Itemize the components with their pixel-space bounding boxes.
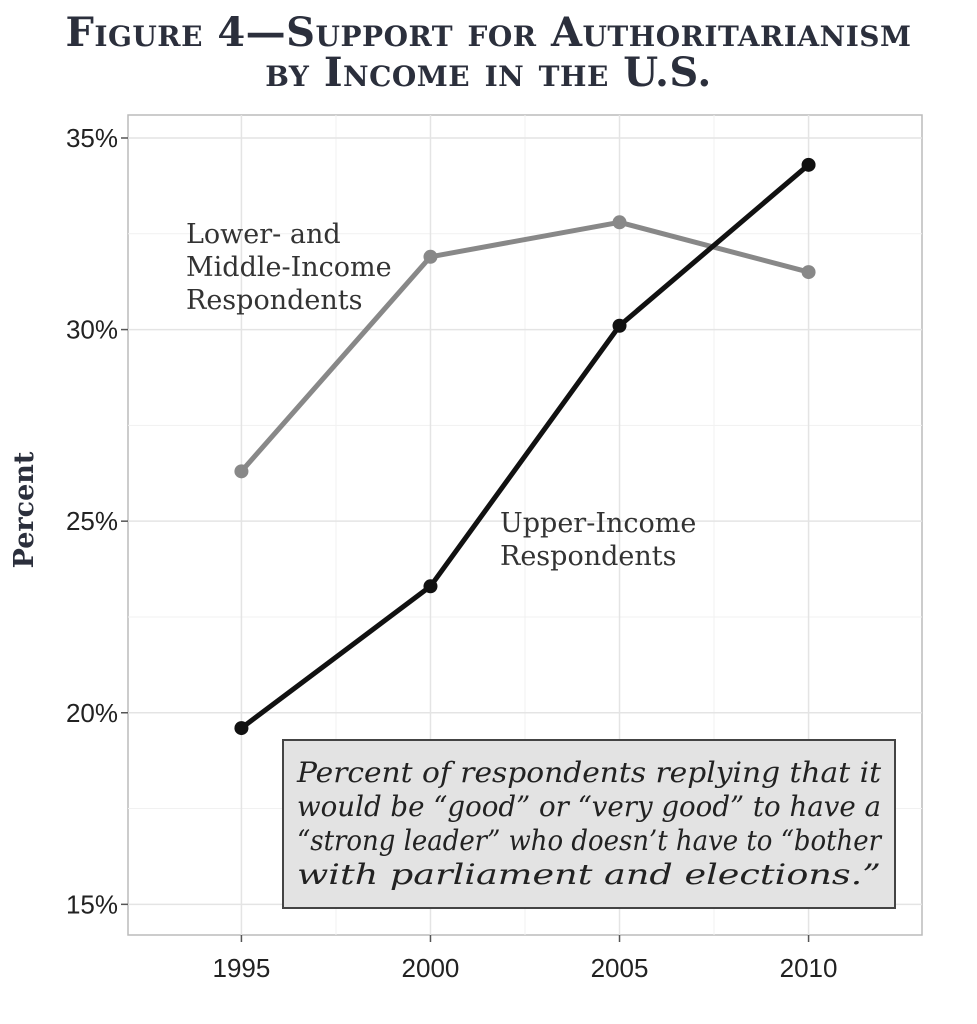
chart-title-line-2: by Income in the U.S. — [265, 49, 712, 96]
annotation-text-line: would be “good” or “very good” to have a — [297, 790, 881, 823]
y-tick-label: 15% — [66, 889, 118, 919]
data-point — [612, 215, 627, 230]
series-label-lower-middle-income: Lower- and — [186, 219, 341, 250]
x-tick-label: 2010 — [780, 953, 838, 983]
data-point — [801, 157, 816, 172]
data-point — [234, 464, 249, 479]
y-tick-label: 25% — [66, 506, 118, 536]
x-tick-label: 2000 — [402, 953, 460, 983]
data-point — [234, 721, 249, 736]
data-point — [423, 249, 438, 264]
data-point — [801, 265, 816, 280]
y-axis-label: Percent — [9, 451, 40, 568]
series-label-lower-middle-income: Respondents — [186, 285, 362, 316]
series-label-lower-middle-income: Middle-Income — [186, 252, 392, 283]
y-tick-label: 30% — [66, 315, 118, 345]
x-tick-label: 2005 — [591, 953, 649, 983]
x-tick-label: 1995 — [213, 953, 271, 983]
data-point — [612, 318, 627, 333]
series-label-upper-income: Respondents — [500, 541, 676, 572]
data-point — [423, 579, 438, 594]
annotation-text-line: with parliament and elections.” — [297, 858, 881, 891]
y-tick-label: 35% — [66, 123, 118, 153]
series-line-upper-income — [239, 162, 811, 731]
series-label-upper-income: Upper-Income — [500, 508, 696, 539]
y-tick-label: 20% — [66, 698, 118, 728]
chart-title-line-1: Figure 4—Support for Authoritarianism — [65, 9, 912, 56]
annotation-text-line: Percent of respondents replying that it — [296, 756, 882, 789]
annotation-text-line: “strong leader” who doesn’t have to “bot… — [297, 824, 882, 857]
annotation-box — [282, 739, 896, 909]
